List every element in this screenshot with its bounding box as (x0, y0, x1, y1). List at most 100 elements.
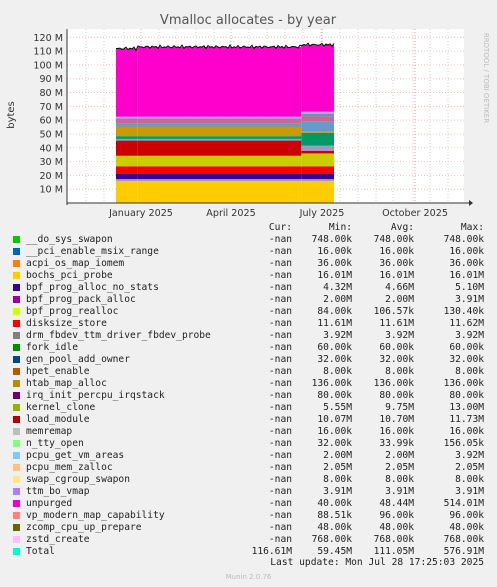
legend-name: irq_init_percpu_irqstack (26, 390, 165, 401)
area-band (301, 44, 334, 112)
legend-name: memremap (26, 426, 73, 437)
legend-max: 8.00k (455, 474, 484, 485)
munin-version: Munin 2.0.76 (225, 573, 272, 581)
legend-name: pcpu_get_vm_areas (26, 450, 125, 461)
legend-min: 4.32M (323, 282, 352, 293)
legend-row: pcpu_mem_zalloc -nan 2.05M 2.05M 2.05M (0, 462, 497, 474)
area-band (301, 178, 334, 181)
legend-swatch (13, 524, 20, 531)
legend-max: 156.05k (443, 438, 484, 449)
legend-name: load_module (26, 414, 90, 425)
area-band (137, 123, 302, 127)
legend-name: bpf_prog_pack_alloc (26, 294, 136, 305)
legend-swatch (13, 440, 20, 447)
legend-max: 80.00k (449, 390, 484, 401)
legend-avg: 32.00k (379, 354, 414, 365)
legend-avg: 106.57k (373, 306, 414, 317)
legend-avg: 48.44M (379, 498, 414, 509)
legend-avg: 2.05M (385, 462, 414, 473)
legend-cur: -nan (268, 450, 292, 461)
legend-cur: -nan (268, 426, 292, 437)
legend-min: 88.51k (317, 510, 352, 521)
legend-max: 3.91M (455, 294, 484, 305)
area-band (116, 138, 138, 141)
legend-row: bpf_prog_alloc_no_stats -nan 4.32M 4.66M 5.1… (0, 282, 497, 294)
area-band (116, 123, 138, 127)
legend-row: ttm_bo_vmap -nan 3.91M 3.91M 3.91M (0, 486, 497, 498)
legend-name: swap_cgroup_swapon (26, 474, 130, 485)
legend-cur: -nan (268, 354, 292, 365)
legend-cur: -nan (268, 534, 292, 545)
y-tick-label: 100 M (33, 60, 63, 71)
legend-max: 16.01M (449, 270, 484, 281)
header-max: Max: (460, 222, 484, 233)
legend-name: gen_pool_add_owner (26, 354, 130, 365)
x-axis-arrow (469, 200, 473, 206)
legend-name: vp_modern_map_capability (26, 510, 165, 521)
legend-cur: -nan (268, 306, 292, 317)
area-band (137, 116, 302, 119)
legend-avg: 136.00k (373, 378, 414, 389)
legend-min: 2.00M (323, 294, 352, 305)
legend-avg: 10.70M (379, 414, 414, 425)
legend-avg: 11.61M (379, 318, 414, 329)
legend-avg: 48.00k (379, 522, 414, 533)
area-band (301, 116, 334, 122)
legend-row: drm_fbdev_ttm_driver_fbdev_probe -nan 3.92… (0, 330, 497, 342)
legend-cur: -nan (268, 270, 292, 281)
legend-row: htab_map_alloc -nan 136.00k 136.00k 136.00k (0, 378, 497, 390)
legend-row: n_tty_open -nan 32.00k 33.99k 156.05k (0, 438, 497, 450)
area-band (137, 166, 302, 174)
legend-name: pcpu_mem_zalloc (26, 462, 113, 473)
legend-swatch (13, 236, 20, 243)
chart-title: Vmalloc allocates - by year (160, 13, 337, 28)
legend-min: 2.05M (323, 462, 352, 473)
y-tick-label: 20 M (39, 171, 63, 182)
legend-swatch (13, 476, 20, 483)
legend-swatch (13, 392, 20, 399)
y-axis-label: bytes (6, 101, 17, 129)
legend-row: acpi_os_map_iomem -nan 36.00k 36.00k 36.00k (0, 258, 497, 270)
legend-name: zstd_create (26, 534, 90, 545)
area-band (116, 118, 138, 119)
legend-name: bpf_prog_alloc_no_stats (26, 282, 159, 293)
x-tick-label: January 2025 (108, 208, 173, 219)
legend-swatch (13, 464, 20, 471)
legend-avg: 768.00k (373, 534, 414, 545)
area-band (301, 180, 334, 203)
legend-cur: -nan (268, 294, 292, 305)
legend-avg: 8.00k (385, 366, 414, 377)
legend-swatch (13, 536, 20, 543)
legend-avg: 80.00k (379, 390, 414, 401)
legend-max: 514.01M (443, 498, 484, 509)
header-min: Min: (328, 222, 352, 233)
area-band (137, 174, 302, 179)
legend-row: memremap -nan 16.00k 16.00k 16.00k (0, 426, 497, 438)
area-band (301, 113, 334, 117)
legend-cur: -nan (268, 390, 292, 401)
legend-min: 32.00k (317, 438, 352, 449)
legend-avg: 2.00M (385, 450, 414, 461)
legend-min: 5.55M (323, 402, 352, 413)
area-band (301, 121, 334, 132)
legend-name: htab_map_alloc (26, 378, 107, 389)
legend-row: __do_sys_swapon -nan 748.00k 748.00k 748.00k (0, 234, 497, 246)
legend-min: 40.00k (317, 498, 352, 509)
area-band (301, 166, 334, 174)
legend-swatch (13, 488, 20, 495)
legend-cur: -nan (268, 498, 292, 509)
legend-swatch (13, 452, 20, 459)
legend-swatch (13, 344, 20, 351)
legend-row: bpf_prog_pack_alloc -nan 2.00M 2.00M 3.91M (0, 294, 497, 306)
legend-min: 768.00k (311, 534, 352, 545)
y-tick-label: 120 M (33, 33, 63, 44)
legend-max: 3.92M (455, 450, 484, 461)
legend-min: 48.00k (317, 522, 352, 533)
legend-avg: 9.75M (385, 402, 414, 413)
legend-swatch (13, 356, 20, 363)
legend-name: disksize_store (26, 318, 107, 329)
legend-name: bpf_prog_realloc (26, 306, 119, 317)
legend-swatch (13, 284, 20, 291)
legend-swatch (13, 296, 20, 303)
y-tick-label: 110 M (33, 47, 63, 58)
